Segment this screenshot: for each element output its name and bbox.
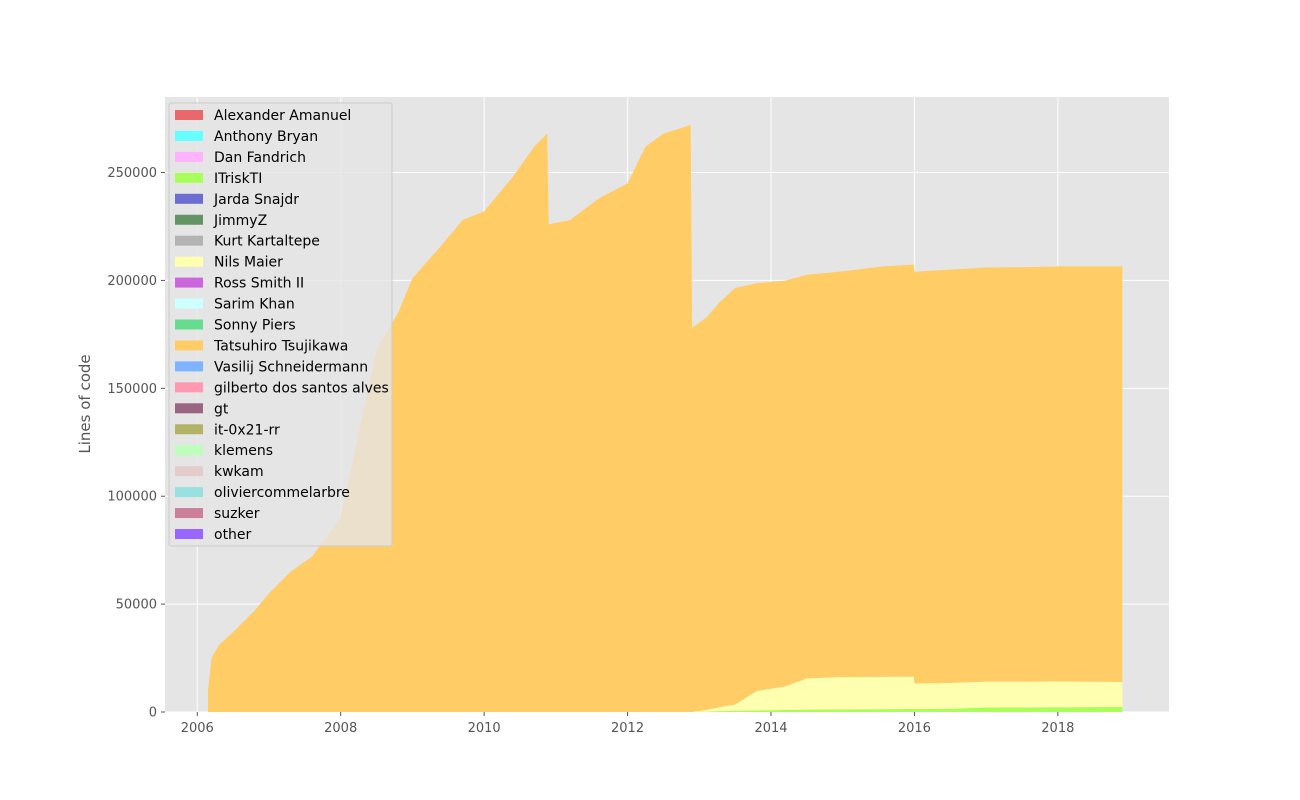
legend-swatch-other (175, 529, 203, 539)
area-series-group (208, 125, 1123, 713)
x-tick-label: 2016 (898, 721, 931, 736)
legend-label-itriskti: ITriskTI (214, 171, 262, 187)
legend-label-tatsuhiro-tsujikawa: Tatsuhiro Tsujikawa (213, 338, 348, 354)
y-axis-ticks: 0 50000 100000 150000 200000 250000 (107, 166, 165, 721)
legend-label-it-0x21-rr: it-0x21-rr (214, 422, 280, 438)
legend-label-suzker: suzker (214, 506, 260, 522)
legend-label-gt: gt (214, 401, 229, 417)
area-series-itriskti (208, 707, 1123, 712)
legend-label-sonny-piers: Sonny Piers (214, 318, 296, 334)
legend-label-other: other (214, 527, 252, 543)
x-tick-label: 2008 (324, 721, 357, 736)
area-series-tatsuhiro-tsujikawa (208, 125, 1123, 713)
legend-swatch-klemens (175, 445, 203, 456)
legend-swatch-dan-fandrich (175, 151, 203, 162)
area-series-nils-maier (208, 676, 1123, 712)
legend-label-alexander-amanuel: Alexander Amanuel (214, 108, 351, 124)
legend-swatch-jarda-snajdr (175, 193, 203, 204)
x-tick-label: 2018 (1041, 721, 1074, 736)
legend-swatch-gt (175, 403, 203, 414)
legend-swatch-gilberto-dos-santos-alves (175, 382, 203, 393)
legend-label-klemens: klemens (214, 443, 273, 459)
y-tick-label: 100000 (107, 490, 157, 505)
legend-swatch-ross-smith-ii (175, 277, 203, 288)
y-tick-label: 250000 (107, 166, 157, 181)
legend-swatch-oliviercommelarbre (175, 487, 203, 498)
legend-swatch-itriskti (175, 172, 203, 183)
y-tick-label: 200000 (107, 274, 157, 289)
legend-label-jimmyz: JimmyZ (213, 213, 267, 229)
legend-swatch-nils-maier (175, 256, 203, 267)
y-tick-label: 0 (149, 706, 157, 721)
legend-swatch-alexander-amanuel (175, 110, 203, 120)
legend-label-jarda-snajdr: Jarda Snajdr (213, 192, 299, 208)
y-tick-label: 50000 (116, 598, 157, 613)
legend-label-ross-smith-ii: Ross Smith II (214, 276, 304, 292)
legend-label-dan-fandrich: Dan Fandrich (214, 150, 306, 166)
legend-label-gilberto-dos-santos-alves: gilberto dos santos alves (214, 380, 389, 396)
legend-swatch-sonny-piers (175, 319, 203, 330)
legend-label-nils-maier: Nils Maier (214, 255, 283, 271)
legend-box (168, 102, 393, 547)
legend-label-anthony-bryan: Anthony Bryan (214, 129, 318, 145)
legend-swatch-it-0x21-rr (175, 424, 203, 435)
legend-swatch-sarim-khan (175, 298, 203, 309)
legend-label-oliviercommelarbre: oliviercommelarbre (214, 485, 350, 501)
legend-swatch-tatsuhiro-tsujikawa (175, 340, 203, 351)
x-tick-label: 2006 (181, 721, 214, 736)
legend-label-sarim-khan: Sarim Khan (214, 297, 295, 313)
y-tick-label: 150000 (107, 382, 157, 397)
legend-swatch-kwkam (175, 466, 203, 477)
legend: Alexander Amanuel Anthony Bryan Dan Fandri… (168, 102, 393, 547)
legend-swatch-suzker (175, 508, 203, 519)
legend-swatch-jimmyz (175, 214, 203, 225)
legend-swatch-anthony-bryan (175, 130, 203, 141)
x-tick-label: 2014 (754, 721, 787, 736)
legend-label-kurt-kartaltepe: Kurt Kartaltepe (214, 234, 320, 250)
x-tick-label: 2012 (611, 721, 644, 736)
legend-label-kwkam: kwkam (214, 464, 264, 480)
x-tick-label: 2010 (468, 721, 501, 736)
legend-swatch-vasilij-schneidermann (175, 361, 203, 372)
legend-label-vasilij-schneidermann: Vasilij Schneidermann (214, 359, 368, 375)
legend-swatch-kurt-kartaltepe (175, 235, 203, 246)
x-axis-ticks: 2006 2008 2010 2012 2014 2016 2018 (181, 712, 1074, 736)
y-axis-label: Lines of code (76, 354, 94, 453)
